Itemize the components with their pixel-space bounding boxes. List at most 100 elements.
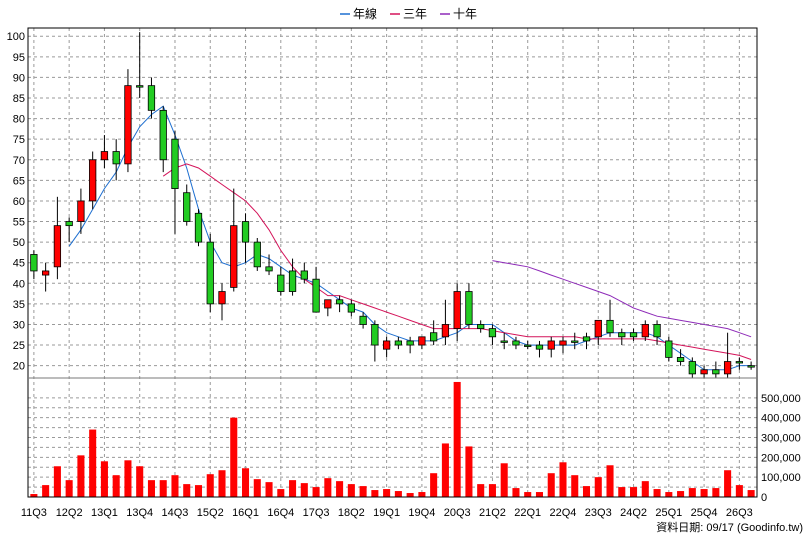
candle-down [183, 192, 191, 222]
candle-up [441, 324, 450, 338]
price-tick-label: 50 [13, 237, 25, 249]
x-tick-label: 20Q3 [444, 507, 471, 519]
volume-tick-label: 400,000 [761, 413, 801, 425]
volume-bar [171, 475, 179, 497]
volume-bar [430, 473, 438, 497]
volume-bar [312, 487, 320, 497]
volume-bar [230, 417, 238, 497]
candle-down [477, 324, 485, 329]
volume-tick-label: 0 [761, 492, 767, 504]
x-tick-label: 24Q2 [620, 507, 647, 519]
volume-tick-label: 100,000 [761, 472, 801, 484]
volume-bar [218, 470, 226, 497]
volume-tick-label: 300,000 [761, 433, 801, 445]
price-tick-label: 55 [13, 217, 25, 229]
legend-label-2: 十年 [453, 7, 477, 21]
candle-up [324, 299, 332, 309]
volume-bar [547, 473, 555, 497]
candle-down [288, 270, 297, 292]
candle-down [30, 254, 38, 272]
x-tick-label: 12Q2 [56, 507, 83, 519]
volume-bar [524, 492, 532, 497]
x-tick-label: 16Q4 [267, 507, 294, 519]
volume-bar [347, 484, 355, 497]
volume-bar [112, 475, 120, 497]
price-tick-label: 25 [13, 340, 25, 352]
volume-bar [453, 381, 461, 497]
volume-bar [441, 443, 449, 497]
volume-bar [735, 485, 743, 497]
price-tick-label: 60 [13, 196, 25, 208]
price-tick-label: 45 [13, 258, 25, 270]
volume-bar [641, 481, 649, 497]
volume-bar [677, 491, 685, 497]
volume-bar [124, 460, 132, 497]
x-tick-label: 22Q1 [514, 507, 541, 519]
volume-bar [500, 463, 508, 497]
candle-up [700, 369, 708, 375]
volume-bar [194, 485, 203, 497]
x-tick-label: 25Q1 [655, 507, 682, 519]
volume-bar [653, 489, 661, 497]
volume-bar [406, 493, 414, 497]
candle-down [465, 291, 473, 325]
volume-bar [465, 446, 473, 497]
volume-bar [606, 465, 614, 497]
volume-bar [241, 468, 250, 497]
legend-label-1: 三年 [403, 7, 427, 21]
candle-down [206, 241, 214, 305]
candle-down [406, 340, 414, 346]
volume-bar [159, 480, 167, 497]
price-tick-label: 65 [13, 175, 25, 187]
volume-bar [289, 480, 297, 497]
volume-bar [559, 462, 567, 497]
candle-down [359, 315, 367, 325]
candle-down [512, 340, 520, 346]
volume-bar [488, 484, 496, 497]
x-tick-label: 25Q4 [691, 507, 718, 519]
candle-down [524, 344, 532, 347]
x-tick-label: 23Q3 [585, 507, 612, 519]
candle-down [571, 340, 579, 343]
volume-bar [665, 492, 673, 497]
price-tick-label: 40 [13, 278, 25, 290]
candle-down [347, 303, 355, 313]
x-tick-label: 22Q4 [550, 507, 577, 519]
candle-up [382, 340, 391, 350]
candle-down [241, 221, 250, 243]
candle-down [335, 299, 344, 305]
price-tick-label: 70 [13, 155, 25, 167]
candle-down [194, 212, 203, 243]
candle-down [159, 109, 167, 161]
candle-down [535, 344, 544, 350]
candle-up [230, 225, 238, 288]
candle-down [430, 332, 438, 342]
volume-bar [535, 492, 544, 497]
candle-down [618, 332, 626, 338]
volume-bar [594, 477, 602, 497]
x-tick-label: 13Q4 [126, 507, 153, 519]
plot-frame [27, 27, 758, 498]
volume-bar [371, 490, 379, 497]
candle-down [171, 138, 179, 189]
volume-bar [571, 475, 579, 497]
volume-axis-ticks: 0 100,000 200,000 300,000 400,000 500,000 [761, 393, 801, 504]
volume-bar [183, 484, 191, 497]
candle-up [418, 336, 426, 346]
candle-up [453, 291, 461, 329]
candle-down [688, 361, 696, 375]
price-tick-label: 85 [13, 93, 25, 105]
data-date-footer: 資料日期: 09/17 (Goodinfo.tw) [656, 520, 803, 534]
chart-grid [28, 28, 757, 498]
x-tick-label: 16Q1 [232, 507, 259, 519]
chart-axes [27, 27, 758, 498]
volume-bar [89, 429, 97, 497]
volume-bar [512, 488, 520, 497]
candle-down [500, 340, 508, 343]
candle-down [65, 221, 73, 227]
x-tick-label: 15Q2 [197, 507, 224, 519]
volume-bar [265, 482, 273, 497]
candle-down [136, 85, 144, 88]
candle-down [394, 340, 403, 346]
candle-down [312, 278, 320, 313]
